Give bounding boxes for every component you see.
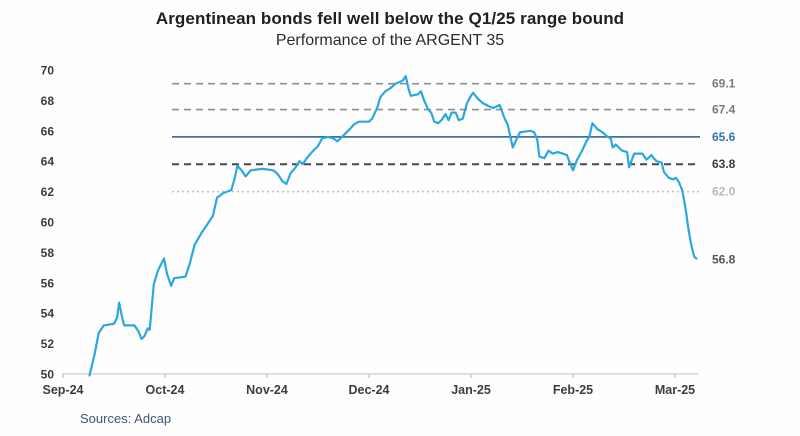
y-tick-label-68: 68 — [41, 94, 55, 108]
y-tick-label-58: 58 — [41, 246, 55, 260]
y-tick-label-54: 54 — [41, 307, 55, 321]
x-tick-label-Mar-25: Mar-25 — [655, 383, 695, 397]
x-tick-label-Feb-25: Feb-25 — [553, 383, 593, 397]
reference-label-69.1: 69.1 — [712, 77, 736, 91]
reference-label-62.0: 62.0 — [712, 185, 736, 199]
y-tick-label-64: 64 — [41, 155, 55, 169]
reference-label-65.6: 65.6 — [712, 130, 736, 144]
x-tick-label-Jan-25: Jan-25 — [451, 383, 491, 397]
last-value-label: 56.8 — [712, 252, 736, 266]
y-tick-label-66: 66 — [41, 124, 55, 138]
source-note: Sources: Adcap — [80, 411, 172, 426]
x-tick-label-Dec-24: Dec-24 — [349, 383, 390, 397]
x-tick-label-Sep-24: Sep-24 — [43, 383, 84, 397]
y-tick-label-52: 52 — [41, 337, 55, 351]
x-tick-label-Nov-24: Nov-24 — [246, 383, 288, 397]
y-tick-label-60: 60 — [41, 216, 55, 230]
y-tick-label-70: 70 — [41, 64, 55, 78]
x-tick-label-Oct-24: Oct-24 — [146, 383, 185, 397]
y-tick-label-62: 62 — [41, 185, 55, 199]
reference-label-63.8: 63.8 — [712, 157, 736, 171]
reference-label-67.4: 67.4 — [712, 103, 736, 117]
price-line-argent-35 — [88, 74, 698, 377]
y-tick-label-56: 56 — [41, 276, 55, 290]
y-tick-label-50: 50 — [41, 368, 55, 382]
